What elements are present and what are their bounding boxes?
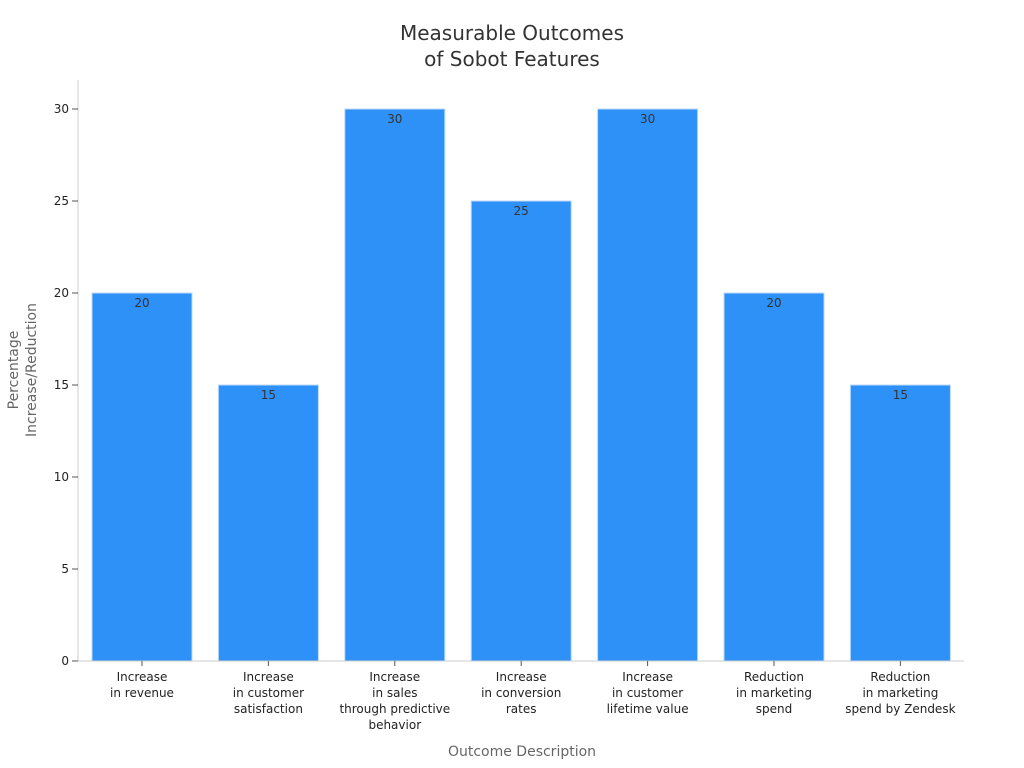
data-labels: 20 15 30 25 30 20 15 xyxy=(134,112,908,402)
y-tick-label: 0 xyxy=(61,654,69,668)
y-axis-title-text: Percentage Increase/Reduction xyxy=(6,303,40,437)
x-tick-label-line: spend xyxy=(756,702,792,716)
bar-value-label: 30 xyxy=(387,112,402,126)
x-tick-label-line: Increase xyxy=(243,670,294,684)
y-tick-label: 5 xyxy=(61,562,69,576)
y-tick-label: 15 xyxy=(54,378,69,392)
bar xyxy=(217,384,319,662)
x-tick-label-line: behavior xyxy=(368,718,421,732)
x-tick-label-line: lifetime value xyxy=(607,702,689,716)
x-tick-label-line: rates xyxy=(506,702,537,716)
x-tick-label-line: in marketing xyxy=(862,686,938,700)
y-tick-label: 25 xyxy=(54,194,69,208)
x-tick-label-line: Increase xyxy=(622,670,673,684)
bar-value-label: 25 xyxy=(514,204,529,218)
x-tick-label-line: Reduction xyxy=(870,670,930,684)
y-axis-title-line: Percentage xyxy=(6,331,22,410)
x-axis: Increase in revenue Increase in customer sat… xyxy=(78,660,964,732)
y-tick-label: 10 xyxy=(54,470,69,484)
x-axis-title: Outcome Description xyxy=(448,744,596,760)
bar-value-label: 20 xyxy=(134,296,149,310)
bar xyxy=(91,292,193,662)
chart-title-line: Measurable Outcomes xyxy=(400,21,624,45)
bar xyxy=(849,384,951,662)
x-tick-label: Increase in customer lifetime value xyxy=(607,670,689,716)
bar xyxy=(597,108,699,662)
bars xyxy=(91,108,951,662)
bar-value-label: 15 xyxy=(261,388,276,402)
bar xyxy=(723,292,825,662)
x-tick-label: Increase in conversion rates xyxy=(481,670,561,716)
x-tick-label-line: Increase xyxy=(496,670,547,684)
x-tick-label-line: in customer xyxy=(612,686,683,700)
y-axis-title-line: Increase/Reduction xyxy=(24,303,40,437)
x-tick-label-line: in conversion xyxy=(481,686,561,700)
bar-value-label: 15 xyxy=(893,388,908,402)
x-tick-label-line: Increase xyxy=(369,670,420,684)
bar-value-label: 20 xyxy=(766,296,781,310)
chart-title-line: of Sobot Features xyxy=(424,47,600,71)
x-tick-label-line: spend by Zendesk xyxy=(845,702,955,716)
x-tick-label: Increase in customer satisfaction xyxy=(233,670,304,716)
bar xyxy=(470,200,572,662)
x-tick-label: Increase in revenue xyxy=(110,670,174,700)
bar xyxy=(344,108,446,662)
y-tick-label: 30 xyxy=(54,102,69,116)
x-tick-label: Reduction in marketing spend xyxy=(736,670,812,716)
x-tick-label-line: Increase xyxy=(117,670,168,684)
y-axis-title: Percentage Increase/Reduction xyxy=(6,303,40,437)
y-axis: 0 5 10 15 20 25 30 xyxy=(54,80,79,668)
x-tick-label: Increase in sales through predictive behavi… xyxy=(339,670,450,732)
x-tick-label-line: Reduction xyxy=(744,670,804,684)
x-tick-label-line: in marketing xyxy=(736,686,812,700)
x-tick-label-line: in sales xyxy=(372,686,417,700)
x-tick-label-line: satisfaction xyxy=(234,702,303,716)
bar-value-label: 30 xyxy=(640,112,655,126)
x-tick-label-line: in customer xyxy=(233,686,304,700)
x-tick-label-line: in revenue xyxy=(110,686,174,700)
y-tick-label: 20 xyxy=(54,286,69,300)
x-tick-label: Reduction in marketing spend by Zendesk xyxy=(845,670,955,716)
x-tick-label-line: through predictive xyxy=(339,702,450,716)
